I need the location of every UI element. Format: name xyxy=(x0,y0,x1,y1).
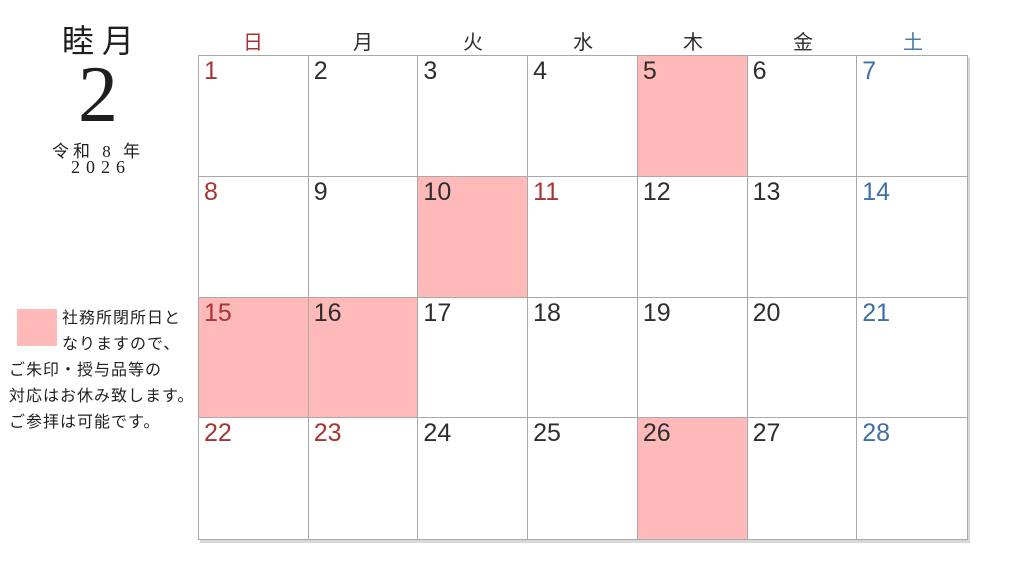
month-number: 2 xyxy=(78,51,118,139)
calendar-cell: 1 xyxy=(199,56,309,177)
calendar-cell: 18 xyxy=(528,297,638,419)
legend-head: 社務所閉所日と なりますので、 xyxy=(0,306,205,358)
day-number: 27 xyxy=(752,419,781,448)
day-number: 13 xyxy=(752,177,781,206)
weekday-label: 月 xyxy=(353,31,373,54)
day-number: 17 xyxy=(423,298,452,327)
legend-line-5: ご参拝は可能です。 xyxy=(9,414,161,431)
calendar: 日月火水木金土 1 2 3 4 5 6 7 8 9 10 11 12 13 14 15 16 17 18 19 20 2… xyxy=(198,25,968,540)
calendar-cell-closed: 5 xyxy=(637,56,748,177)
calendar-cell: 6 xyxy=(747,56,858,177)
legend: 社務所閉所日と なりますので、 ご朱印・授与品等の 対応はお休み致します。 ご参… xyxy=(0,306,205,436)
legend-body: ご朱印・授与品等の 対応はお休み致します。 ご参拝は可能です。 xyxy=(0,358,205,436)
day-number: 2 xyxy=(313,57,328,85)
calendar-cell: 23 xyxy=(309,418,419,539)
day-number: 10 xyxy=(423,177,452,206)
legend-line-1: 社務所閉所日と xyxy=(62,310,182,327)
day-number: 15 xyxy=(204,298,232,327)
month-name: 睦月 xyxy=(61,23,142,59)
calendar-cell: 25 xyxy=(528,418,638,539)
calendar-cell: 4 xyxy=(528,56,638,177)
calendar-cell: 27 xyxy=(748,418,858,539)
calendar-cell: 7 xyxy=(857,56,967,177)
day-number: 25 xyxy=(533,419,561,448)
day-number: 11 xyxy=(533,177,560,206)
calendar-cell: 13 xyxy=(747,176,858,298)
legend-line-2: なりますので、 xyxy=(62,336,181,353)
closed-day-swatch xyxy=(17,309,57,346)
calendar-cell: 14 xyxy=(857,177,967,298)
calendar-cell-closed: 26 xyxy=(637,418,748,539)
day-number: 3 xyxy=(423,57,438,85)
weekday-label: 木 xyxy=(683,31,703,54)
calendar-cell: 2 xyxy=(308,56,419,177)
day-number: 24 xyxy=(423,419,452,448)
day-number: 19 xyxy=(642,298,671,327)
day-number: 22 xyxy=(204,419,232,448)
day-number: 23 xyxy=(313,419,342,448)
calendar-cell: 11 xyxy=(528,176,638,298)
calendar-cell-closed: 16 xyxy=(308,297,419,419)
title-panel: 睦月 2 令和 8 年 2026 社務所閉所日と なりますので、 ご朱印・授与品… xyxy=(0,0,196,576)
calendar-cell: 21 xyxy=(857,298,967,419)
day-number: 7 xyxy=(862,57,877,85)
calendar-cell: 8 xyxy=(199,176,309,298)
calendar-cell-closed: 10 xyxy=(418,176,529,298)
day-number: 18 xyxy=(533,298,561,327)
day-number: 28 xyxy=(862,419,891,448)
legend-line-3: ご朱印・授与品等の xyxy=(9,362,163,379)
day-number: 4 xyxy=(533,57,548,85)
calendar-cell: 20 xyxy=(747,297,858,419)
calendar-cell: 3 xyxy=(418,56,529,177)
calendar-grid: 1 2 3 4 5 6 7 8 9 10 11 12 13 14 15 16 17 18 19 20 21 22 23 24 2… xyxy=(198,55,968,540)
weekday-label: 金 xyxy=(793,31,813,54)
weekday-label: 日 xyxy=(243,31,263,54)
calendar-cell: 24 xyxy=(418,418,529,539)
day-number: 14 xyxy=(862,177,891,206)
era-year: 令和 8 年 xyxy=(52,142,144,161)
weekday-header: 日月火水木金土 xyxy=(198,25,968,55)
day-number: 16 xyxy=(313,298,342,327)
day-number: 21 xyxy=(862,298,891,327)
weekday-label: 水 xyxy=(573,31,593,54)
weekday-label: 火 xyxy=(463,31,483,54)
calendar-cell-closed: 15 xyxy=(199,297,309,419)
day-number: 1 xyxy=(204,57,218,85)
year-number: 2026 xyxy=(71,157,131,177)
calendar-cell: 17 xyxy=(418,297,529,419)
calendar-cell: 28 xyxy=(857,418,967,539)
weekday-label: 土 xyxy=(903,31,923,54)
legend-line-4: 対応はお休み致します。 xyxy=(9,388,195,405)
calendar-cell: 22 xyxy=(199,418,309,539)
day-number: 6 xyxy=(752,57,767,85)
day-number: 26 xyxy=(642,419,671,448)
calendar-cell: 12 xyxy=(637,176,748,298)
legend-head-text: 社務所閉所日と なりますので、 xyxy=(62,306,181,358)
day-number: 8 xyxy=(204,177,218,206)
day-number: 12 xyxy=(642,177,671,206)
calendar-cell: 19 xyxy=(637,297,748,419)
day-number: 9 xyxy=(313,177,328,206)
day-number: 5 xyxy=(642,57,657,85)
calendar-cell: 9 xyxy=(308,176,419,298)
day-number: 20 xyxy=(752,298,781,327)
